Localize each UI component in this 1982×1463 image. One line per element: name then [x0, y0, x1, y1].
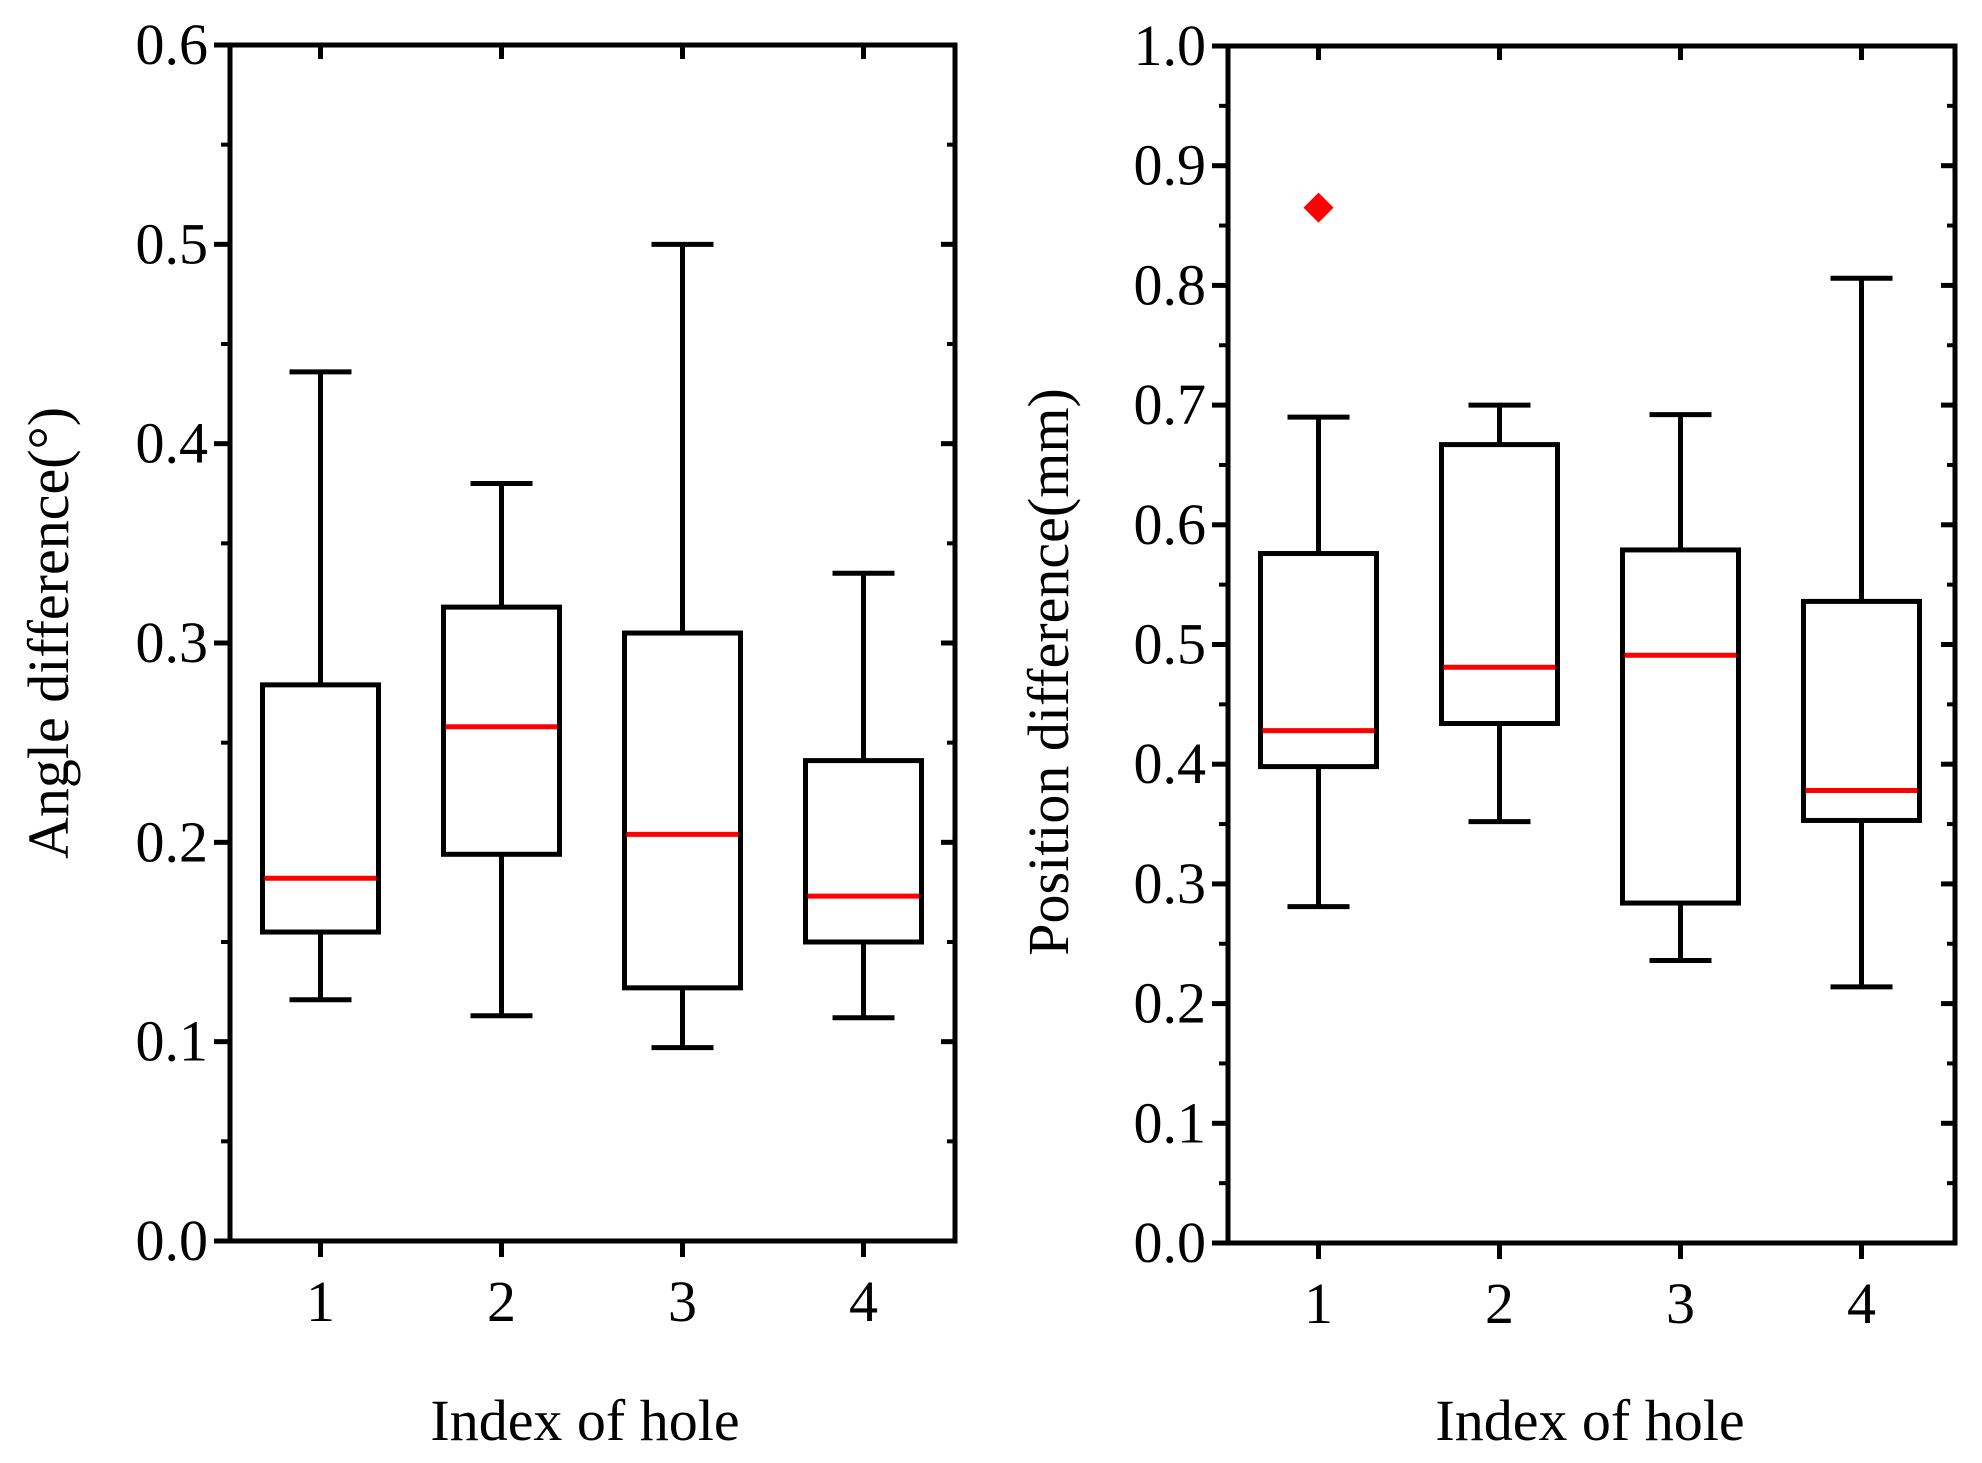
angle-chart-marks: 0.0 0.1 0.2 0.3 0.4 0.5 0.6 1 2 3 4 [136, 12, 955, 1334]
angle-x-tick-label: 4 [849, 1269, 878, 1334]
position-box-1-outlier-point [1303, 192, 1334, 223]
angle-y-tick-label: 0.1 [136, 1009, 209, 1074]
position-box-4-iqr-box [1801, 598, 1922, 823]
angle-chart-x-axis-label: Index of hole [430, 1388, 739, 1453]
position-y-tick-label: 0.0 [1134, 1210, 1207, 1275]
position-box-2-iqr-box [1439, 442, 1560, 727]
position-x-tick-label: 3 [1666, 1271, 1695, 1336]
position-y-tick-label: 0.1 [1134, 1090, 1207, 1155]
angle-y-tick-label: 0.6 [136, 12, 209, 77]
position-difference-chart: 0.0 0.1 0.2 0.3 0.4 0.5 0.6 0.7 0.8 0.9 1.0 1 2 3 4 In… [1016, 13, 1958, 1453]
position-y-tick-label: 0.7 [1134, 372, 1207, 437]
angle-x-tick-label: 3 [668, 1269, 697, 1334]
position-x-tick-label: 2 [1485, 1271, 1514, 1336]
position-chart-y-axis-label: Position difference(mm) [1016, 388, 1081, 956]
position-x-tick-label: 1 [1304, 1271, 1333, 1336]
angle-x-tick-label: 1 [306, 1269, 335, 1334]
position-chart-x-axis-label: Index of hole [1435, 1388, 1744, 1453]
angle-box-3-iqr-box [622, 630, 743, 991]
angle-box-2-iqr-box [441, 604, 562, 857]
position-y-tick-label: 1.0 [1134, 13, 1207, 78]
angle-y-tick-label: 0.4 [136, 411, 209, 476]
position-box-3-iqr-box [1620, 547, 1741, 906]
position-y-tick-label: 0.2 [1134, 971, 1207, 1036]
position-y-tick-label: 0.8 [1134, 252, 1207, 317]
position-box-1-iqr-box [1258, 551, 1379, 770]
angle-y-tick-label: 0.0 [136, 1208, 209, 1273]
position-chart-frame [1225, 43, 1958, 1246]
angle-y-tick-label: 0.2 [136, 809, 209, 874]
position-y-tick-label: 0.4 [1134, 731, 1207, 796]
angle-x-tick-label: 2 [487, 1269, 516, 1334]
position-y-tick-label: 0.6 [1134, 492, 1207, 557]
angle-chart-frame [227, 42, 958, 1244]
angle-y-tick-label: 0.3 [136, 610, 209, 675]
position-x-tick-label: 4 [1847, 1271, 1876, 1336]
angle-box-4-iqr-box [803, 758, 924, 945]
position-y-tick-label: 0.5 [1134, 612, 1207, 677]
angle-difference-chart: 0.00.10.20.30.40.50.61 2 3 4 Index of hole … [16, 12, 958, 1453]
angle-chart-y-axis-label: Angle difference(°) [16, 407, 81, 859]
position-chart-marks: 0.0 0.1 0.2 0.3 0.4 0.5 0.6 0.7 0.8 0.9 1.0 1 2 3 4 [1134, 13, 1955, 1336]
angle-box-1-iqr-box [260, 682, 381, 935]
position-y-tick-label: 0.3 [1134, 851, 1207, 916]
angle-y-tick-label: 0.5 [136, 211, 209, 276]
position-y-tick-label: 0.9 [1134, 133, 1207, 198]
